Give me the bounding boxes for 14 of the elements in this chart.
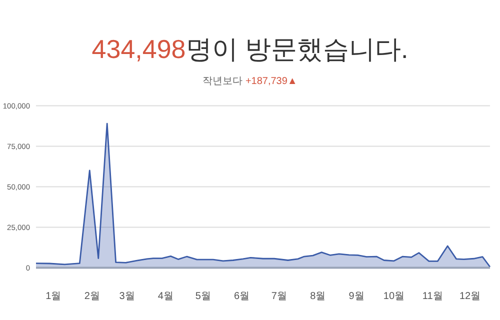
x-tick-label: 9월 <box>348 291 364 302</box>
chart-title: 434,498명이 방문했습니다. <box>92 34 408 64</box>
x-tick-label: 10월 <box>383 291 405 302</box>
x-tick-label: 8월 <box>310 291 326 302</box>
x-tick-label: 3월 <box>119 291 135 302</box>
x-tick-label: 1월 <box>46 291 62 302</box>
x-tick-label: 2월 <box>84 291 100 302</box>
x-tick-label: 6월 <box>234 291 250 302</box>
x-tick-label: 12월 <box>459 291 481 302</box>
x-tick-label: 11월 <box>422 291 443 302</box>
x-tick-label: 7월 <box>271 291 287 302</box>
x-tick-label: 5월 <box>195 291 211 302</box>
x-tick-label: 4월 <box>158 291 174 302</box>
chart-subtitle: 작년보다 +187,739▲ <box>202 76 298 87</box>
